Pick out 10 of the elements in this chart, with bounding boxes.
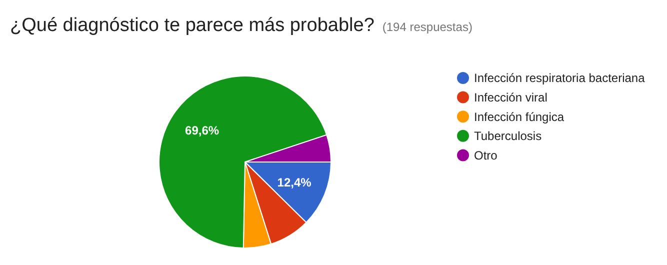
pie-slice	[158, 76, 328, 248]
legend-label: Infección fúngica	[474, 110, 564, 124]
chart-subtitle: (194 respuestas)	[382, 20, 472, 34]
legend-label: Infección viral	[474, 90, 548, 104]
legend-label: Infección respiratoria bacteriana	[474, 71, 646, 86]
data-label: 12,4%	[277, 175, 312, 190]
legend-label: Tuberculosis	[474, 129, 542, 144]
legend-label: Otro	[474, 148, 498, 162]
chart-title: ¿Qué diagnóstico te parece más probable?	[10, 15, 374, 36]
data-label: 69,6%	[185, 124, 220, 138]
